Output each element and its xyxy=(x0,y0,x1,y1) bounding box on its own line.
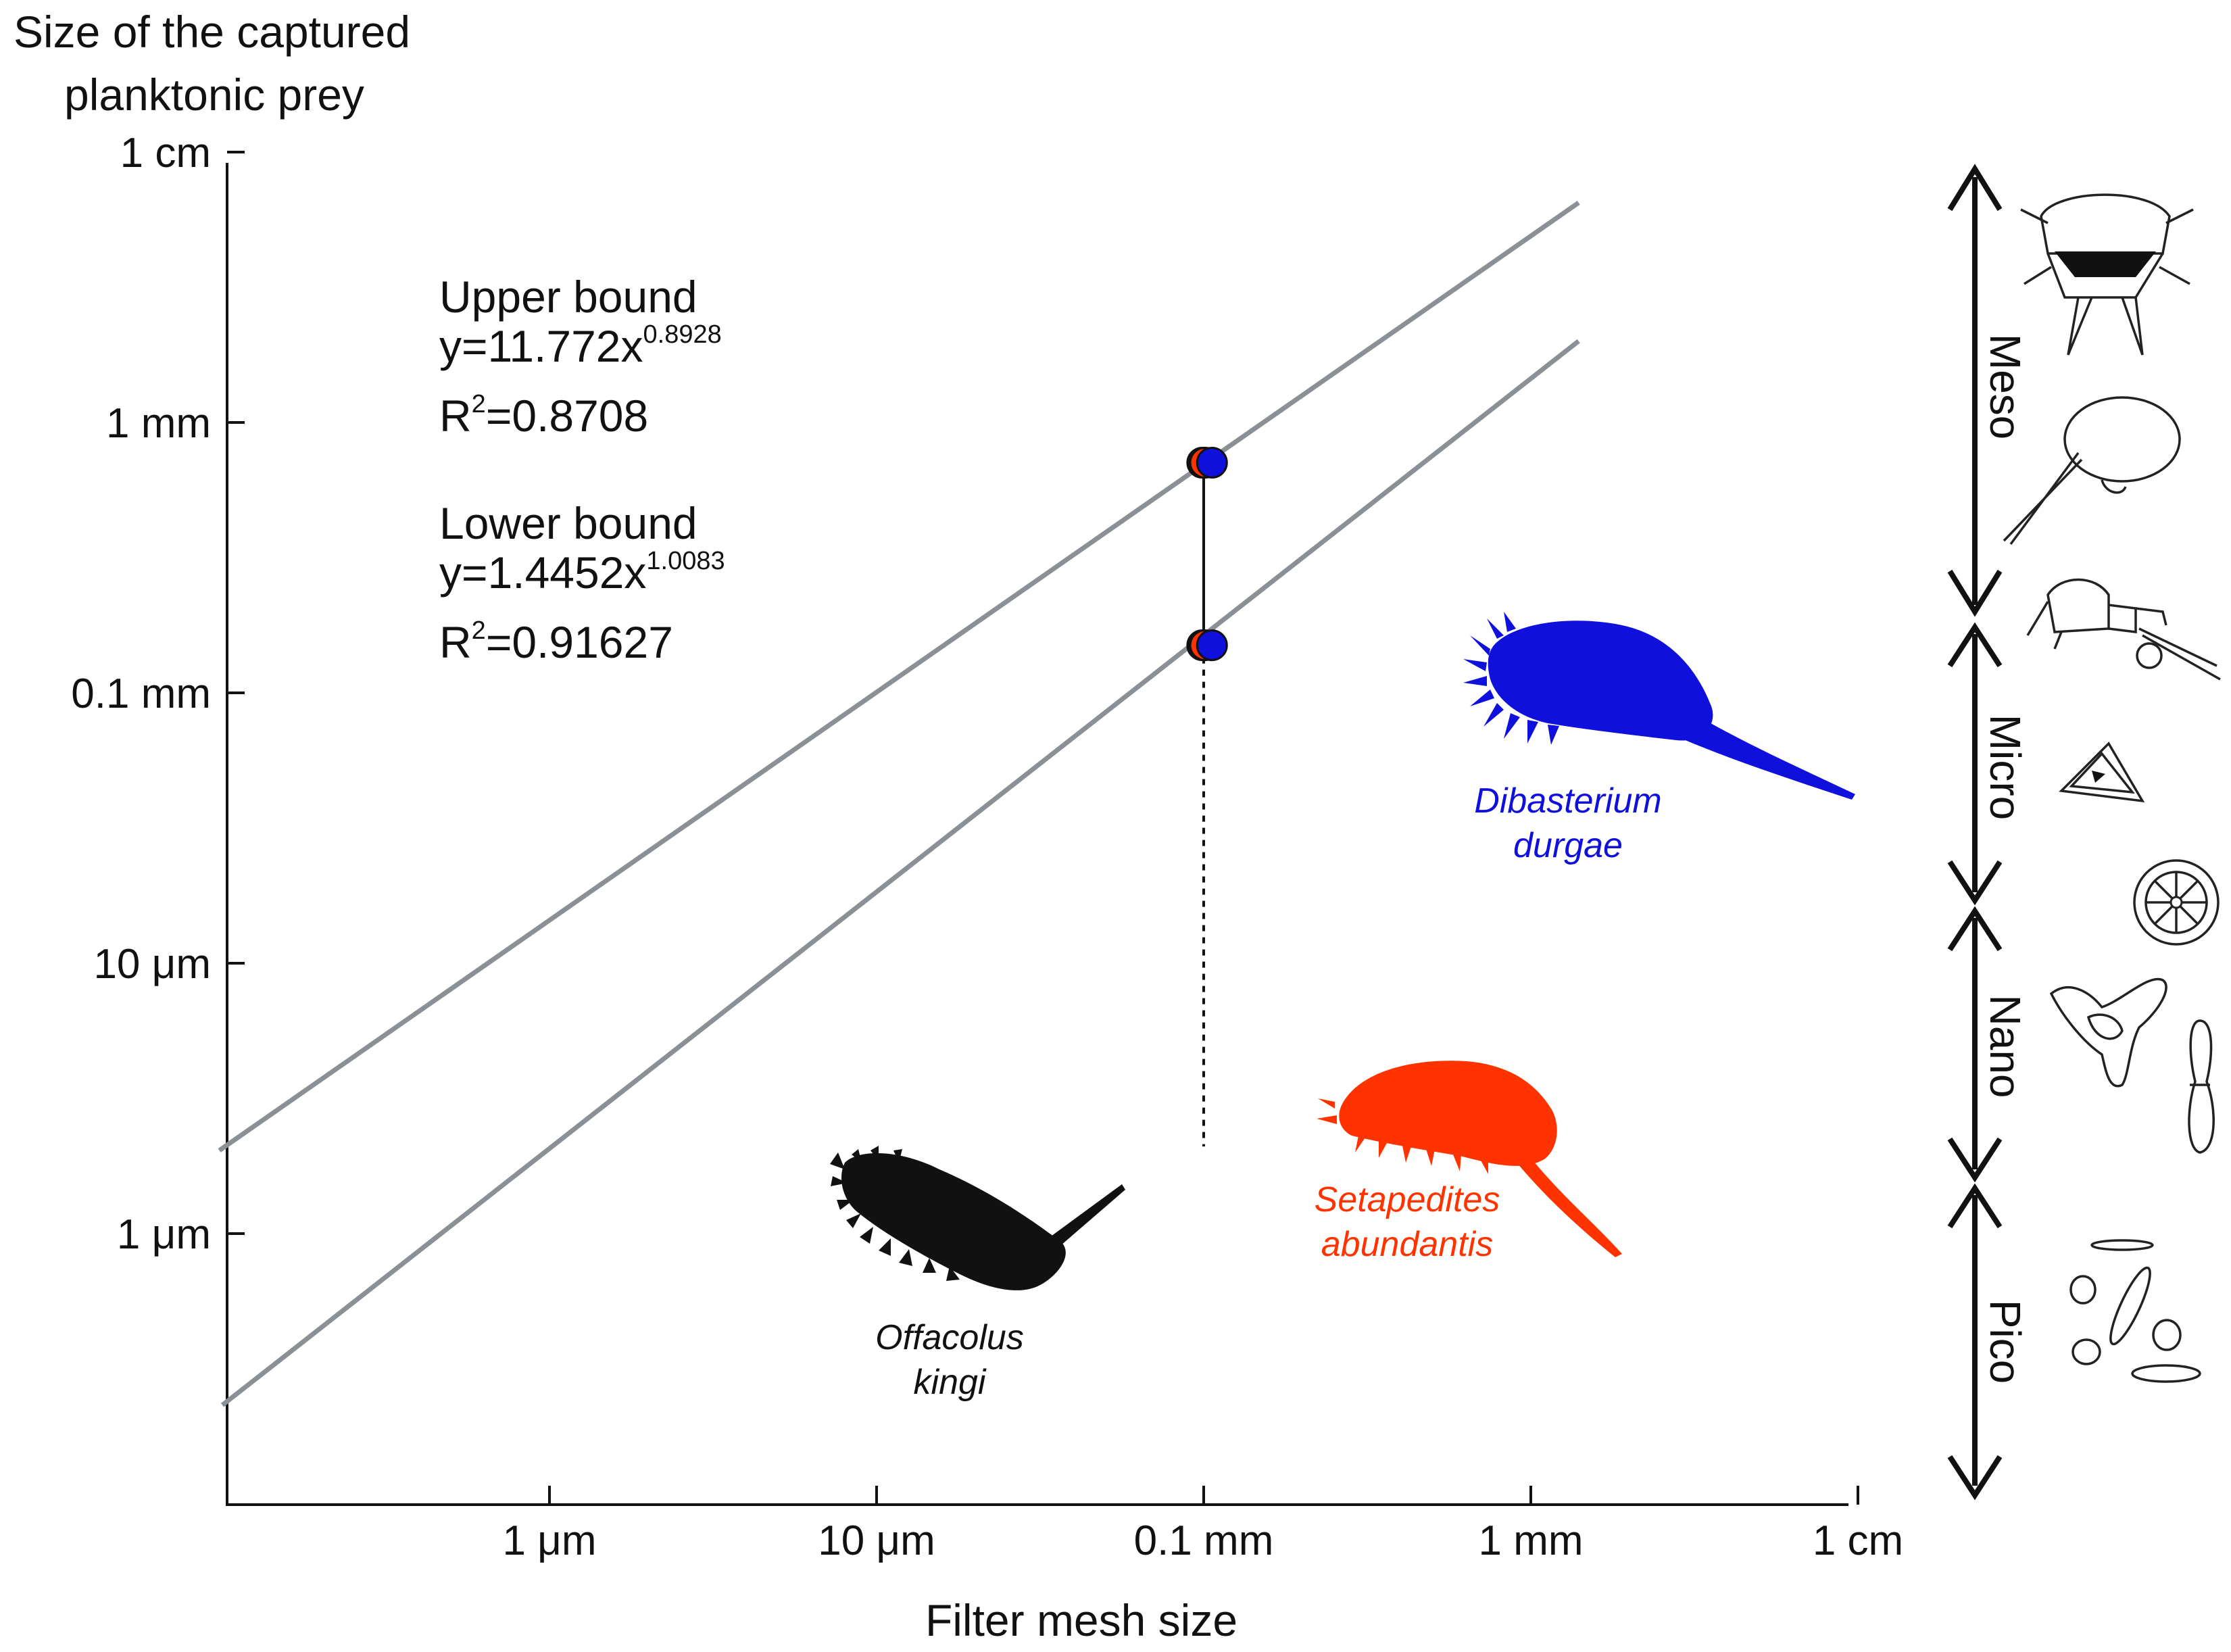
dibasterium-silhouette xyxy=(1463,612,1855,800)
y-axis-title-line2: planktonic prey xyxy=(64,70,364,120)
y-tick-label-3: 1 mm xyxy=(106,400,211,447)
x-tick-label-1: 10 μm xyxy=(818,1517,935,1564)
micro-label: Micro xyxy=(1981,714,2030,820)
lower-bound-line xyxy=(220,339,1580,1407)
lower-bound-r2: R2=0.91627 xyxy=(439,616,673,667)
upper-bound-equation: y=11.772x0.8928 xyxy=(439,320,722,371)
size-class-panel xyxy=(1947,164,2003,1501)
nano-label: Nano xyxy=(1981,995,2030,1098)
data-point-2 xyxy=(1196,446,1228,479)
y-tick-label-2: 0.1 mm xyxy=(71,671,211,717)
x-tick-label-3: 1 mm xyxy=(1479,1517,1584,1564)
pico-arrow xyxy=(1947,1183,2003,1501)
x-tick-label-4: 1 cm xyxy=(1813,1517,1903,1564)
upper-bound-r2: R2=0.8708 xyxy=(439,390,648,441)
cladoceran-icon xyxy=(2003,396,2181,545)
data-point-5 xyxy=(1196,629,1228,662)
x-axis-title: Filter mesh size xyxy=(925,1595,1237,1645)
upper-bound-annotation: Upper bound y=11.772x0.8928 R2=0.8708 xyxy=(439,272,722,441)
dibasterium-label-line2: durgae xyxy=(1513,826,1623,865)
axis-ticks: 1 μm 10 μm 0.1 mm 1 mm 1 cm 1 μm 10 μm 0.1 mm 1 … xyxy=(71,130,1903,1564)
centric-diatom-icon xyxy=(2133,859,2220,946)
upper-bound-title: Upper bound xyxy=(439,272,697,322)
y-axis-title-line1: Size of the captured xyxy=(14,7,410,57)
offacolus-label-line2: kingi xyxy=(914,1363,987,1402)
x-tick-label-0: 1 μm xyxy=(502,1517,596,1564)
picoplankton-icon xyxy=(2069,1239,2201,1383)
lower-bound-title: Lower bound xyxy=(439,498,697,548)
y-tick-label-4: 1 cm xyxy=(120,130,211,176)
pennate-diatom-icon xyxy=(2188,1019,2215,1154)
meso-label: Meso xyxy=(1981,334,2030,440)
lower-bound-annotation: Lower bound y=1.4452x1.0083 R2=0.91627 xyxy=(439,498,725,667)
y-tick-label-0: 1 μm xyxy=(117,1211,211,1258)
y-tick-label-1: 10 μm xyxy=(93,941,211,988)
setapedites-label-line1: Setapedites xyxy=(1315,1180,1500,1219)
setapedites-silhouette xyxy=(1317,1061,1622,1257)
x-tick-label-2: 0.1 mm xyxy=(1134,1517,1274,1564)
diatom-triangle-icon xyxy=(2059,742,2145,803)
offacolus-silhouette xyxy=(830,1146,1125,1290)
fit-lines xyxy=(218,200,1580,1407)
coccolith-icon xyxy=(2049,977,2167,1088)
offacolus-label-line1: Offacolus xyxy=(875,1318,1024,1357)
nano-arrow xyxy=(1947,906,2003,1183)
upper-bound-line xyxy=(218,200,1580,1152)
pico-label: Pico xyxy=(1981,1300,2030,1384)
data-points xyxy=(1186,446,1228,662)
copepod-nauplius-icon xyxy=(2020,193,2194,356)
dibasterium-label-line1: Dibasterium xyxy=(1474,781,1661,821)
micro-arrow xyxy=(1947,622,2003,906)
copepod-icon xyxy=(2026,578,2221,681)
lower-bound-equation: y=1.4452x1.0083 xyxy=(439,547,725,598)
setapedites-label-line2: abundantis xyxy=(1321,1225,1493,1264)
meso-arrow xyxy=(1947,164,2003,617)
